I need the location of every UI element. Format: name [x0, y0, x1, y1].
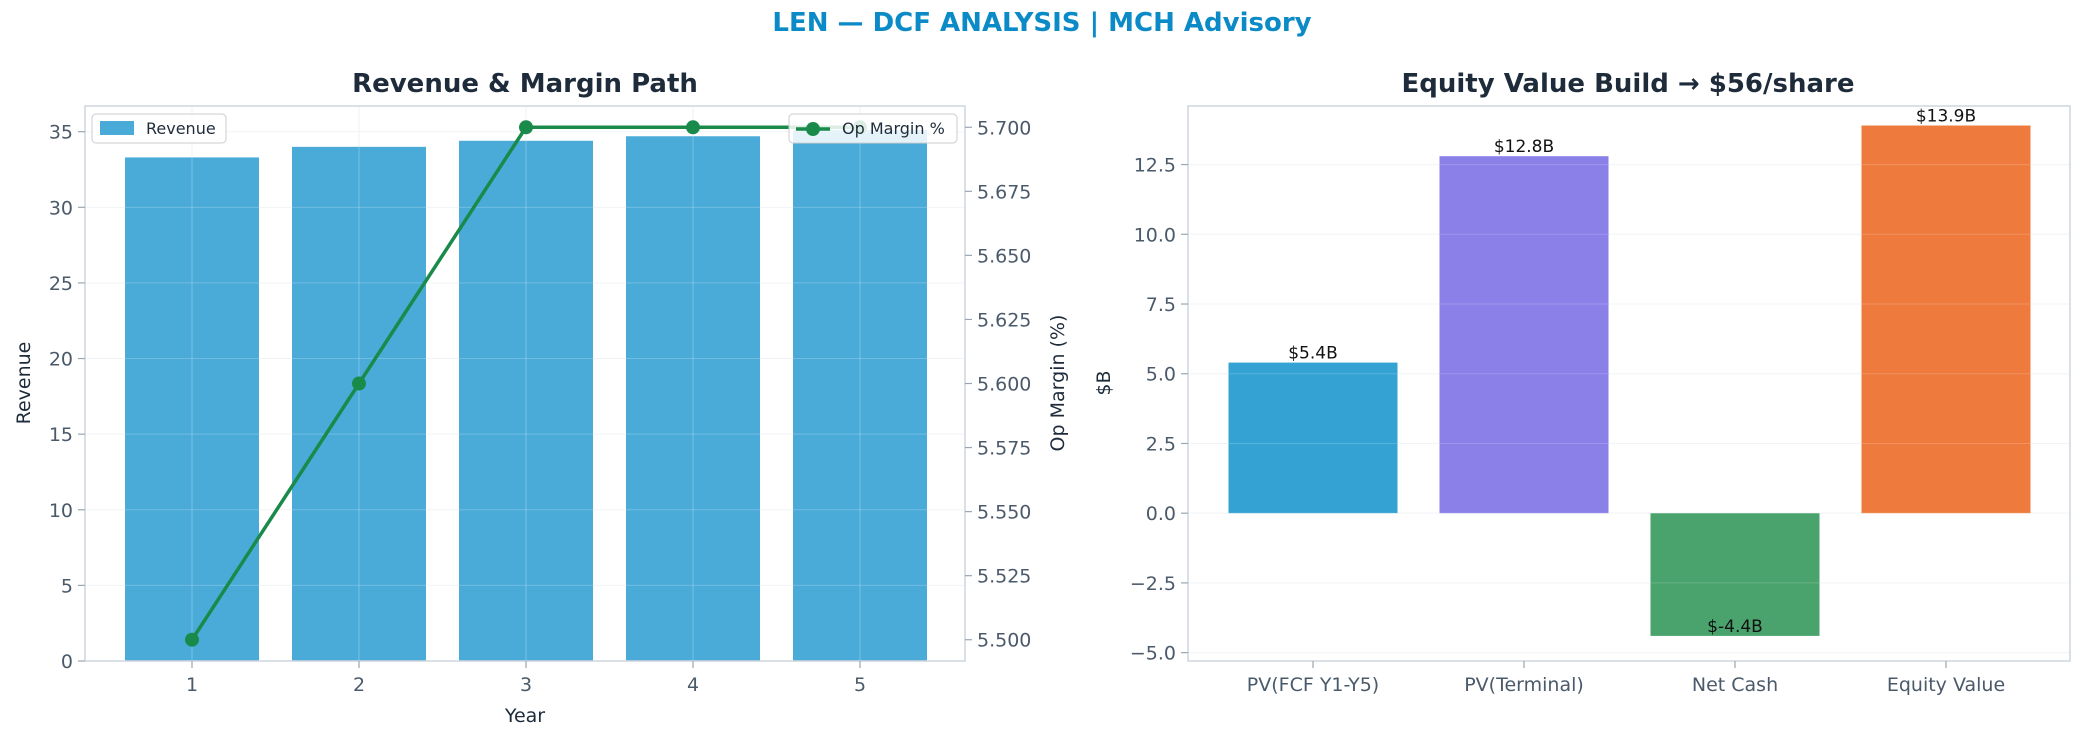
revenue-legend-swatch [100, 121, 134, 135]
equity-value-chart: Equity Value Build → $56/share −5.0 −2.5 0… [1093, 69, 2071, 696]
right-y-tick-label: 5.0 [1146, 364, 1176, 386]
right-y-ticks: −5.0 −2.5 0.0 2.5 5.0 7.5 10.0 12.5 [1130, 155, 1188, 665]
right-y-tick-label: 2.5 [1146, 433, 1176, 455]
right-x-ticks: PV(FCF Y1-Y5) PV(Terminal) Net Cash Equity … [1247, 661, 2005, 696]
left-x-ticks: 1 2 3 4 5 [186, 661, 866, 696]
right-y-tick-label: 7.5 [1146, 294, 1176, 316]
left-chart-title: Revenue & Margin Path [352, 69, 698, 99]
revenue-bar [793, 130, 927, 662]
left-x-tick-label: 4 [687, 674, 699, 696]
op-margin-point [185, 632, 199, 647]
left-y2-tick-label: 5.625 [977, 309, 1031, 331]
left-y-tick-label: 15 [49, 424, 73, 446]
equity-bar-value-label: $-4.4B [1707, 617, 1763, 637]
op-margin-legend: Op Margin % [788, 113, 958, 144]
left-y-tick-label: 35 [49, 122, 73, 144]
left-y-tick-label: 20 [49, 349, 73, 371]
figure-title: LEN — DCF ANALYSIS | MCH Advisory [772, 8, 1312, 38]
revenue-legend-label: Revenue [146, 119, 216, 138]
left-x-tick-label: 3 [520, 674, 532, 696]
right-y-tick-label: 12.5 [1134, 155, 1176, 177]
left-y2-tick-label: 5.675 [977, 181, 1031, 203]
op-margin-point [686, 120, 700, 135]
revenue-bar [125, 157, 259, 661]
equity-bar-value-label: $5.4B [1288, 344, 1338, 364]
revenue-bar [626, 136, 760, 661]
left-y-ticks: 0 5 10 15 20 25 30 35 [49, 122, 85, 673]
op-margin-legend-box [788, 113, 958, 144]
revenue-bars [85, 130, 965, 662]
left-y2-tick-label: 5.575 [977, 438, 1031, 460]
left-y2-tick-label: 5.525 [977, 566, 1031, 588]
right-y-tick-label: −2.5 [1130, 573, 1176, 595]
right-x-tick-label: Net Cash [1692, 674, 1778, 696]
right-x-tick-label: PV(Terminal) [1464, 674, 1584, 696]
left-y2-tick-label: 5.700 [977, 117, 1031, 139]
op-margin-legend-label: Op Margin % [842, 119, 945, 138]
revenue-legend: Revenue [91, 113, 227, 144]
left-y-tick-label: 0 [61, 651, 73, 673]
left-x-tick-label: 5 [854, 674, 866, 696]
right-y-axis-label: $B [1093, 370, 1115, 395]
left-y2-tick-label: 5.600 [977, 374, 1031, 396]
revenue-bar [292, 146, 426, 662]
equity-bar-value-label: $13.9B [1916, 107, 1976, 127]
right-chart-title: Equity Value Build → $56/share [1402, 69, 1855, 99]
left-y2-tick-label: 5.650 [977, 245, 1031, 267]
equity-bars [1188, 125, 2070, 654]
left-x-axis-label: Year [504, 705, 545, 727]
left-y2-tick-label: 5.500 [977, 630, 1031, 652]
left-y2-ticks: 5.500 5.525 5.550 5.575 5.600 5.625 5.650 5.675… [965, 117, 1031, 652]
equity-bar [1861, 125, 2031, 514]
left-x-tick-label: 2 [353, 674, 365, 696]
left-x-tick-label: 1 [186, 674, 198, 696]
equity-bar [1228, 362, 1398, 514]
left-y-tick-label: 10 [49, 500, 73, 522]
left-y-tick-label: 25 [49, 273, 73, 295]
left-y-axis-label: Revenue [13, 342, 35, 425]
right-x-tick-label: Equity Value [1887, 674, 2005, 696]
right-y-tick-label: 10.0 [1134, 224, 1176, 246]
equity-bar [1439, 156, 1609, 514]
left-y-tick-label: 30 [49, 197, 73, 219]
right-y-tick-label: −5.0 [1130, 643, 1176, 665]
right-y-tick-label: 0.0 [1146, 503, 1176, 525]
left-y2-axis-label: Op Margin (%) [1047, 315, 1069, 452]
right-plot-frame [1187, 105, 2071, 662]
equity-bar-labels: $5.4B $12.8B $-4.4B $13.9B [1288, 107, 1976, 637]
op-margin-point [352, 376, 366, 391]
equity-bar [1650, 513, 1820, 636]
left-y2-tick-label: 5.550 [977, 502, 1031, 524]
revenue-bar [459, 140, 593, 662]
op-margin-point [519, 120, 533, 135]
left-y-tick-label: 5 [61, 575, 73, 597]
equity-bar-value-label: $12.8B [1494, 137, 1554, 157]
right-x-tick-label: PV(FCF Y1-Y5) [1247, 674, 1379, 696]
op-margin-legend-marker [806, 122, 820, 136]
